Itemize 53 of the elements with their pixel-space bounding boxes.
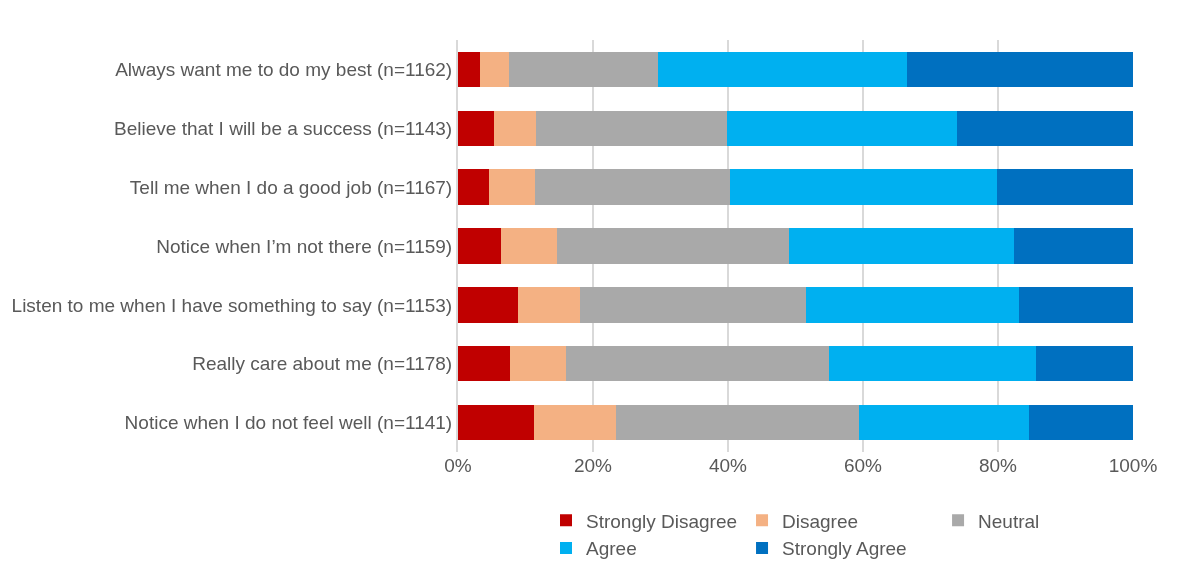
x-tick-label: 60% — [843, 455, 883, 476]
bar — [458, 110, 494, 146]
bar — [956, 110, 1133, 146]
bar — [580, 287, 807, 323]
bar — [489, 169, 535, 205]
bar — [828, 346, 1037, 382]
y-tick-label: Notice when I do not feel well (n=1141) — [124, 412, 453, 434]
y-tick-label: Notice when I’m not there (n=1159) — [156, 235, 453, 257]
x-tick-label: 80% — [978, 455, 1018, 476]
bar — [858, 404, 1030, 441]
legend-label: Strongly Disagree — [586, 510, 738, 532]
bar — [996, 169, 1133, 205]
x-tick-label: 40% — [708, 455, 748, 476]
bar — [501, 228, 557, 264]
bar — [556, 228, 790, 264]
bar — [1014, 228, 1133, 264]
x-tick-label: 20% — [573, 455, 613, 476]
bar — [657, 51, 907, 88]
bar — [458, 51, 481, 88]
y-tick-label: Always want me to do my best (n=1162) — [115, 59, 453, 81]
bar — [727, 110, 957, 146]
legend-label: Strongly Agree — [782, 538, 907, 560]
bar — [458, 404, 535, 441]
legend-label: Agree — [586, 538, 637, 560]
bar — [789, 228, 1015, 264]
y-tick-label: Tell me when I do a good job (n=1167) — [129, 176, 453, 198]
bar — [806, 287, 1019, 323]
bar — [534, 404, 616, 441]
bar — [458, 228, 502, 264]
bar — [566, 346, 829, 382]
x-tick-label: 100% — [1108, 455, 1158, 476]
bar — [730, 169, 997, 205]
bar — [535, 110, 728, 146]
bar — [458, 346, 510, 382]
bar — [1018, 287, 1133, 323]
bar — [509, 346, 566, 382]
y-tick-label: Listen to me when I have something to say (n=1153) — [11, 294, 453, 316]
legend-label: Neutral — [978, 510, 1040, 532]
bar — [480, 51, 509, 88]
bar — [493, 110, 536, 146]
x-tick-label: 0% — [444, 455, 472, 476]
bar — [906, 51, 1133, 88]
y-tick-label: Believe that I will be a success (n=1143) — [114, 117, 453, 139]
bar — [458, 169, 490, 205]
bar — [615, 404, 859, 441]
bar — [458, 287, 519, 323]
legend-label: Disagree — [782, 510, 859, 532]
bar — [518, 287, 581, 323]
bar — [534, 169, 731, 205]
y-tick-label: Really care about me (n=1178) — [192, 353, 453, 375]
bar — [1036, 346, 1133, 382]
bar — [508, 51, 658, 88]
bar — [1029, 404, 1133, 441]
